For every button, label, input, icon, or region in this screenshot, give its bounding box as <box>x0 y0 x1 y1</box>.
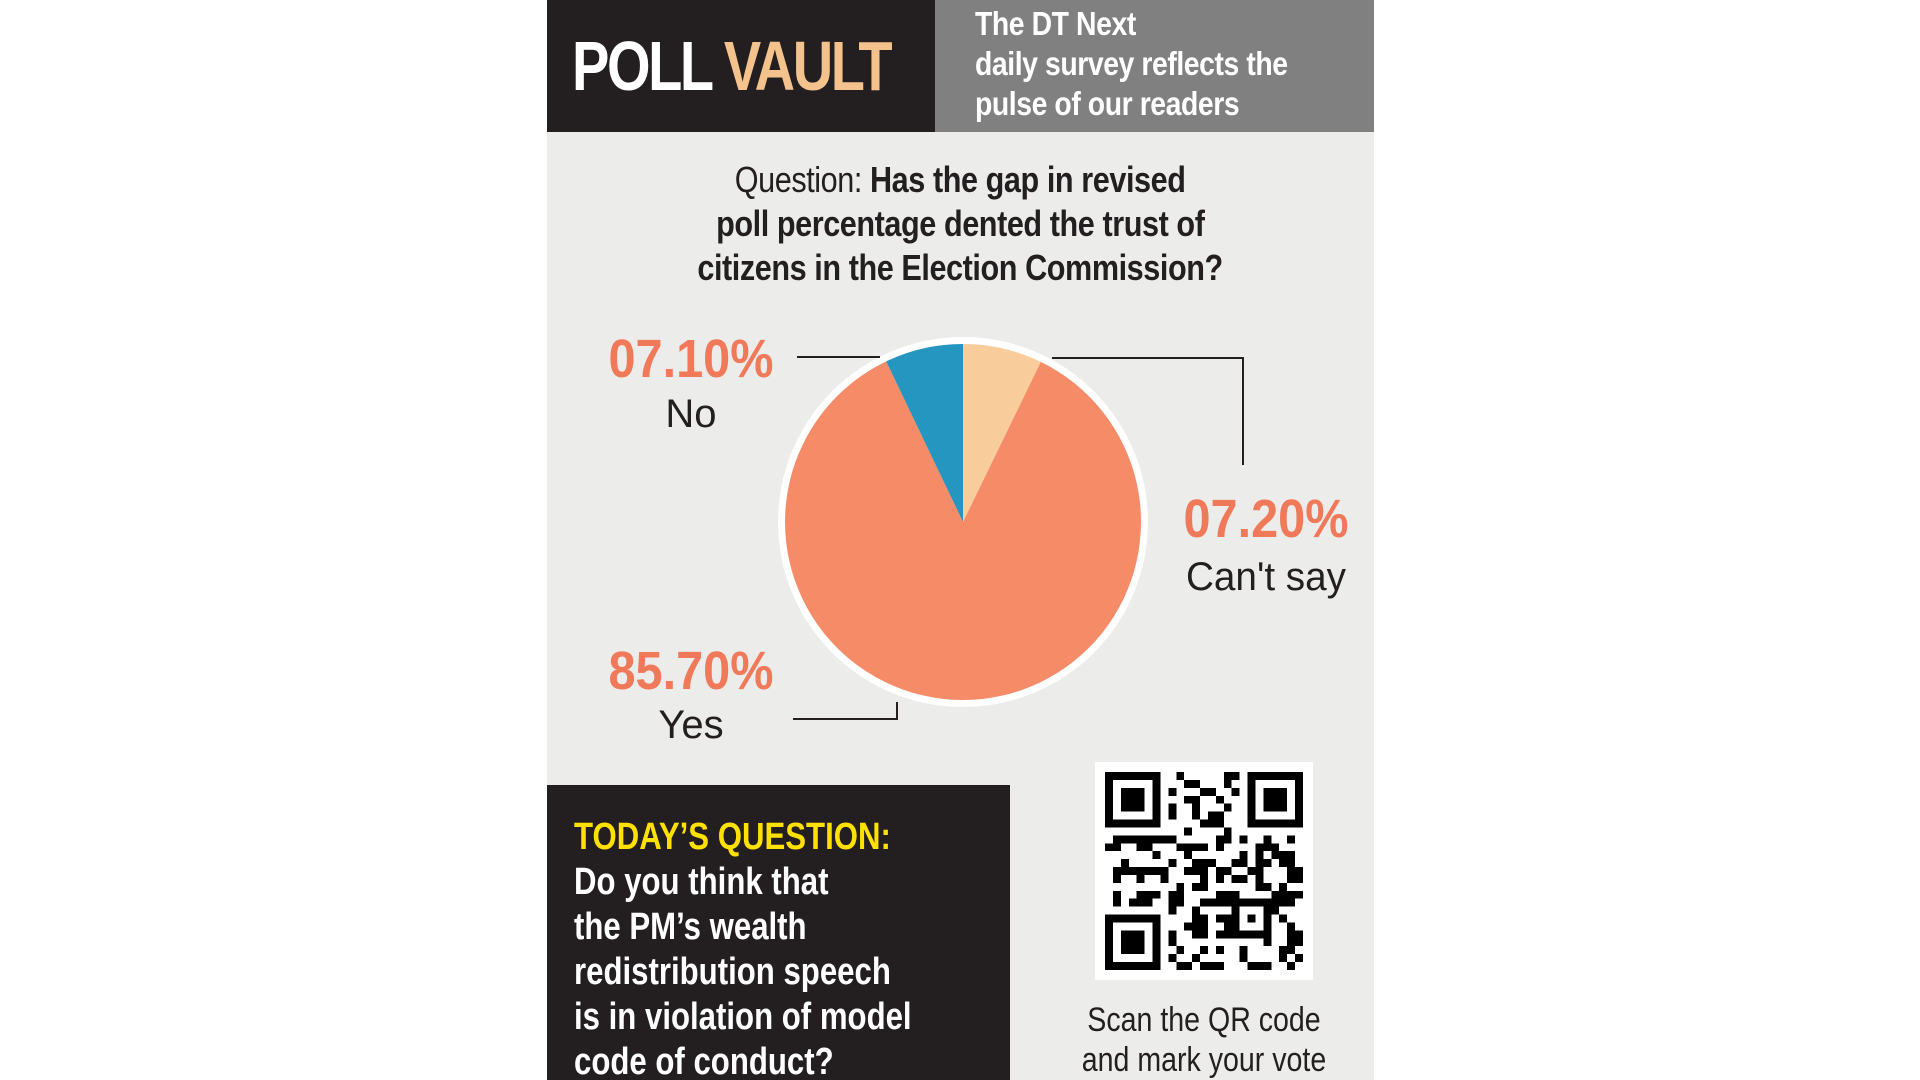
todays-question-line: is in violation of model <box>574 996 912 1038</box>
tagline-line: daily survey reflects the <box>975 45 1288 82</box>
question-line: citizens in the Election Commission? <box>697 247 1224 288</box>
todays-question-line: the PM’s wealth <box>574 906 807 948</box>
poll-question: Question: Has the gap in revised poll pe… <box>577 158 1344 290</box>
todays-question-line: code of conduct? <box>574 1041 834 1080</box>
pie-slice-can-t-say <box>963 344 1041 522</box>
question-line: Has the gap in revised <box>870 159 1186 200</box>
slice-label-no: No <box>665 392 716 436</box>
slice-value-no: 07.10% <box>609 329 774 389</box>
slice-label-cant-say: Can't say <box>1186 555 1346 599</box>
question-label: Question: <box>735 159 863 200</box>
pie-chart: 07.10% No 07.20% Can't say 85.70% Yes <box>609 329 1349 747</box>
todays-question-label: TODAY’S QUESTION: <box>574 816 891 858</box>
leader-line-yes <box>793 702 898 720</box>
slice-value-cant-say: 07.20% <box>1184 489 1349 549</box>
poll-vault-card: POLL VAULT The DT Next daily survey refl… <box>547 0 1374 1080</box>
todays-question-box: TODAY’S QUESTION: Do you think that the … <box>547 785 1010 1080</box>
qr-caption-line: and mark your vote <box>1081 1041 1327 1079</box>
brand-banner: POLL VAULT <box>547 0 935 132</box>
pie-slice-yes <box>785 361 1141 700</box>
pie-slice-no <box>886 344 963 522</box>
leader-line-cant-say <box>1052 357 1244 465</box>
tagline-line: pulse of our readers <box>975 85 1240 122</box>
slice-label-yes: Yes <box>658 703 723 747</box>
brand-word-vault: VAULT <box>723 27 893 105</box>
brand-word-poll: POLL <box>572 27 713 105</box>
qr-caption-line: Scan the QR code <box>1087 1001 1321 1039</box>
todays-question-line: Do you think that <box>574 861 829 903</box>
qr-code-icon[interactable] <box>1095 762 1313 980</box>
slice-value-yes: 85.70% <box>609 641 774 701</box>
tagline: The DT Next daily survey reflects the pu… <box>935 0 1374 132</box>
question-line: poll percentage dented the trust of <box>716 203 1205 244</box>
qr-caption: Scan the QR code and mark your vote <box>1047 1000 1361 1080</box>
tagline-line: The DT Next <box>975 5 1136 42</box>
todays-question-line: redistribution speech <box>574 951 891 993</box>
brand-logo: POLL VAULT <box>572 31 893 101</box>
